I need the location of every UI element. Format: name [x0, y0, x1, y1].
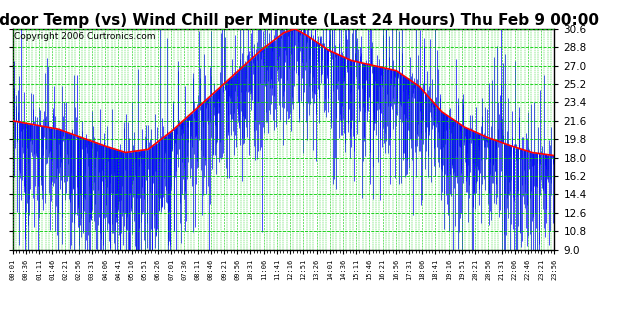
Text: Copyright 2006 Curtronics.com: Copyright 2006 Curtronics.com: [14, 32, 155, 41]
Title: Outdoor Temp (vs) Wind Chill per Minute (Last 24 Hours) Thu Feb 9 00:00: Outdoor Temp (vs) Wind Chill per Minute …: [0, 12, 599, 28]
